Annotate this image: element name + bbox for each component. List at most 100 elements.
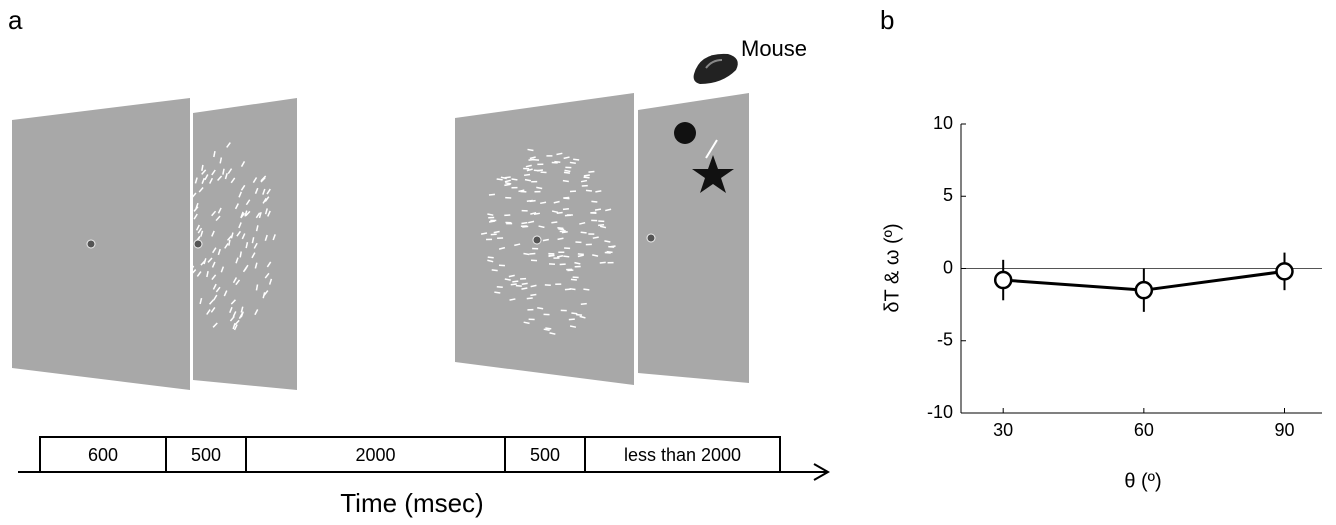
motion-arrow [551,221,558,224]
motion-arrow [200,230,204,237]
motion-arrow [592,236,599,239]
motion-arrow [226,142,231,148]
screen [455,93,634,385]
y-tick-label: -5 [937,330,953,350]
motion-arrow [264,272,270,279]
motion-arrow [201,177,206,184]
motion-arrow [556,211,563,215]
motion-arrow [487,259,494,263]
motion-arrow [570,278,577,281]
motion-arrow [212,322,218,328]
motion-arrow [540,201,547,205]
motion-arrow [204,174,209,181]
motion-arrow [530,293,537,297]
motion-arrow [206,309,211,315]
motion-arrow [226,235,233,241]
motion-arrow [563,197,570,200]
motion-arrow [199,297,203,305]
motion-arrow [498,246,506,250]
motion-arrow [512,280,519,283]
motion-dots [189,142,276,331]
motion-arrow [592,254,599,257]
motion-arrow [255,284,259,291]
motion-arrow [254,187,259,194]
motion-arrow [215,215,221,222]
motion-arrow [207,257,213,263]
motion-arrow [538,225,545,229]
motion-arrow [569,325,577,328]
motion-arrow [223,290,228,297]
motion-arrow [211,261,216,268]
motion-arrow [591,200,598,203]
motion-arrow [201,164,204,171]
motion-arrow [211,169,216,176]
motion-arrow [229,306,233,314]
motion-arrow [240,311,244,318]
motion-arrow [211,210,217,217]
motion-arrow [606,250,613,254]
motion-arrow [197,227,203,234]
motion-arrow [212,247,217,254]
motion-arrow [254,262,258,269]
motion-arrow [580,179,588,183]
y-tick-label: -10 [927,402,953,422]
motion-arrow [608,245,615,248]
motion-arrow [264,208,268,215]
motion-arrow [235,279,241,286]
motion-arrow [212,283,217,290]
motion-arrow [258,211,262,219]
motion-arrow [504,183,511,187]
motion-arrow [532,158,540,161]
screen [638,93,749,383]
motion-arrow [266,188,271,195]
motion-arrow [523,252,530,256]
mouse-body [693,53,738,84]
motion-arrow [488,193,496,196]
x-axis-label: θ (º) [1124,470,1161,492]
motion-arrow [530,212,537,215]
motion-arrow [240,211,244,218]
data-point [1275,262,1294,281]
motion-arrow [556,254,564,258]
motion-arrow [595,190,602,193]
motion-arrow [240,306,244,313]
motion-arrow [238,191,243,198]
motion-arrow [510,283,517,286]
motion-arrow [598,223,605,227]
motion-arrow [558,228,565,231]
motion-arrow [571,312,578,315]
panel-label: b [880,5,894,35]
segment-label: 500 [530,445,560,465]
screen [12,98,190,390]
motion-arrow [230,177,236,184]
motion-arrow [564,169,571,173]
segment-label: 500 [191,445,221,465]
time-axis-label: Time (msec) [340,488,483,518]
motion-arrow [574,261,581,265]
motion-arrow [210,307,216,313]
motion-arrow [583,288,590,291]
motion-arrow [573,158,580,161]
motion-arrow [252,177,258,183]
motion-arrow [236,230,242,237]
motion-arrow [198,187,204,193]
motion-arrow [526,199,533,202]
motion-arrow [230,299,236,305]
fixation [86,239,96,249]
timeline: 600 500 2000 500 less than 2000 [18,436,831,481]
x-tick-label: 60 [1134,420,1154,440]
motion-arrow [563,156,570,160]
motion-arrow [521,282,528,285]
motion-arrow [234,319,240,326]
motion-arrow [211,274,217,281]
motion-arrow [224,173,228,180]
y-tick-label: 0 [943,257,953,277]
motion-arrow [193,213,198,220]
motion-arrow [268,278,273,285]
response-line [705,139,718,159]
motion-arrow [208,299,215,305]
motion-arrow [262,292,266,299]
motion-arrow [514,243,521,247]
motion-arrow [543,328,550,332]
